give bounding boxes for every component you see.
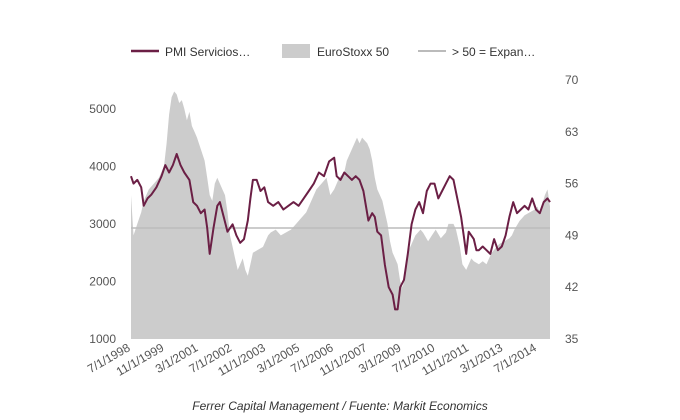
x-axis: 7/1/199811/1/19993/1/20017/1/200211/1/20… [85,340,539,379]
legend-eurostoxx-label: EuroStoxx 50 [317,45,389,59]
y-left-tick-label: 3000 [89,217,116,231]
series-pmi-line [130,153,551,311]
y-left-tick-label: 2000 [89,274,116,288]
y-right-tick-label: 70 [565,73,579,87]
series-eurostoxx-area [131,91,550,339]
legend-threshold-label: > 50 = Expan… [452,45,535,59]
y-left-tick-label: 4000 [89,159,116,173]
y-right-tick-label: 63 [565,125,579,139]
y-right-tick-label: 42 [565,280,579,294]
legend: PMI Servicios… EuroStoxx 50 > 50 = Expan… [131,44,535,59]
legend-pmi-label: PMI Servicios… [165,45,250,59]
y-left-tick-label: 1000 [89,332,116,346]
y-axis-right: 70 63 56 49 42 35 [565,73,579,346]
y-axis-left: 5000 4000 3000 2000 1000 [89,102,116,346]
y-right-tick-label: 35 [565,332,579,346]
y-right-tick-label: 49 [565,228,579,242]
y-left-tick-label: 5000 [89,102,116,116]
source-note: Ferrer Capital Management / Fuente: Mark… [192,399,487,413]
legend-eurostoxx-swatch [282,44,310,58]
y-right-tick-label: 56 [565,177,579,191]
